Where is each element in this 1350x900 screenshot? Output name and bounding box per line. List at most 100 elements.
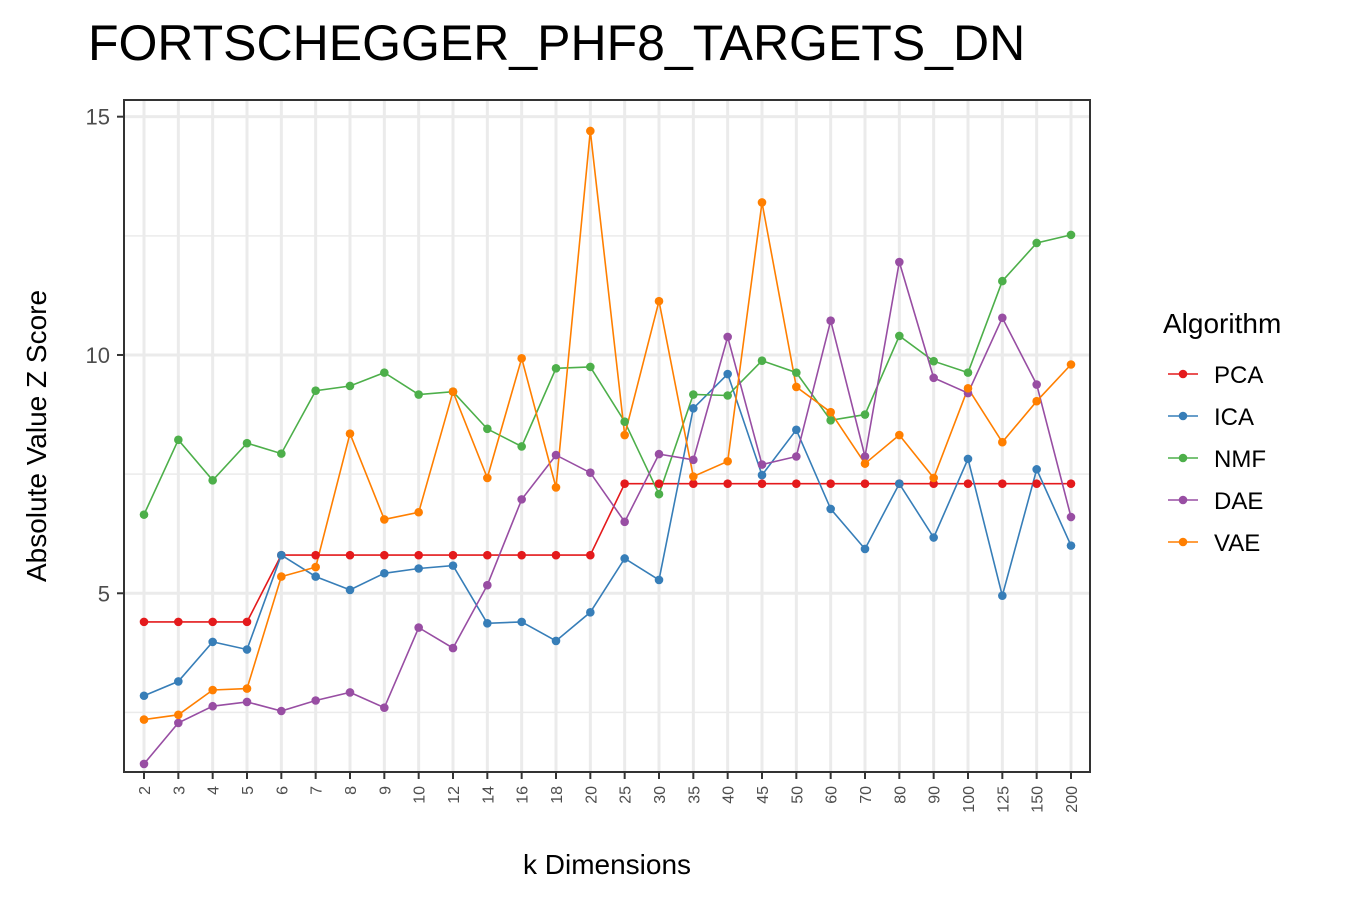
point-nmf <box>860 410 870 419</box>
point-dae <box>860 452 870 461</box>
point-nmf <box>208 476 217 485</box>
point-vae <box>689 472 698 481</box>
point-vae <box>242 684 252 693</box>
point-nmf <box>311 386 320 396</box>
point-pca <box>551 550 561 560</box>
x-tick-label: 16 <box>515 786 532 804</box>
y-axis: 5 10 15 <box>86 105 124 606</box>
point-ica <box>689 404 698 413</box>
series-points <box>139 126 1076 769</box>
chart-title: FORTSCHEGGER_PHF8_TARGETS_DN <box>88 15 1026 71</box>
point-dae <box>929 373 938 383</box>
series-line-pca <box>144 482 1071 623</box>
legend-marker-dae <box>1178 495 1188 505</box>
point-pca <box>448 550 458 560</box>
point-dae <box>998 313 1007 323</box>
point-pca <box>380 550 389 560</box>
x-tick-label: 125 <box>995 786 1012 813</box>
point-ica <box>551 636 561 646</box>
point-dae <box>757 460 767 469</box>
point-vae <box>208 685 217 695</box>
point-pca <box>757 479 767 488</box>
point-pca <box>792 479 801 488</box>
x-tick-label: 50 <box>789 786 806 804</box>
point-nmf <box>826 415 835 425</box>
point-dae <box>654 449 664 459</box>
point-pca <box>860 479 870 488</box>
point-pca <box>963 479 973 488</box>
point-nmf <box>620 417 629 427</box>
point-vae <box>448 387 458 396</box>
point-ica <box>757 470 767 480</box>
point-pca <box>311 550 320 560</box>
point-nmf <box>483 424 492 434</box>
point-vae <box>174 710 183 720</box>
point-dae <box>620 517 629 527</box>
x-tick-label: 8 <box>343 786 360 795</box>
point-ica <box>311 572 320 581</box>
point-pca <box>1066 479 1076 488</box>
point-ica <box>414 564 423 573</box>
point-dae <box>311 696 320 705</box>
x-tick-label: 6 <box>274 786 291 795</box>
point-vae <box>1032 396 1041 406</box>
point-vae <box>895 430 904 440</box>
point-nmf <box>414 390 423 399</box>
point-dae <box>277 706 286 716</box>
x-tick-label: 35 <box>686 786 703 804</box>
point-dae <box>174 718 183 728</box>
x-tick-label: 3 <box>171 786 188 795</box>
point-ica <box>586 608 595 617</box>
point-vae <box>551 483 561 492</box>
point-pca <box>723 479 732 488</box>
point-dae <box>380 703 389 712</box>
point-dae <box>586 468 595 477</box>
point-ica <box>723 369 732 379</box>
point-dae <box>792 452 801 461</box>
point-dae <box>139 759 149 769</box>
point-pca <box>689 479 698 488</box>
point-dae <box>551 450 561 460</box>
x-axis-title: k Dimensions <box>523 849 691 880</box>
point-vae <box>414 507 423 517</box>
point-ica <box>1032 465 1041 474</box>
point-vae <box>723 456 732 466</box>
point-nmf <box>792 368 801 377</box>
point-vae <box>620 430 629 440</box>
x-tick-label: 45 <box>755 786 772 804</box>
point-pca <box>620 479 629 488</box>
point-vae <box>311 562 320 572</box>
series-lines <box>143 130 1072 765</box>
point-ica <box>483 619 492 628</box>
point-dae <box>723 332 732 342</box>
series-line-ica <box>143 372 1072 697</box>
legend-marker-ica <box>1178 411 1188 421</box>
point-pca <box>242 617 252 627</box>
major-gridlines <box>124 100 1090 772</box>
legend-label-ica: ICA <box>1214 404 1254 431</box>
point-pca <box>174 617 183 627</box>
legend-label-dae: DAE <box>1214 488 1263 515</box>
point-vae <box>517 354 526 363</box>
point-ica <box>826 504 835 514</box>
point-nmf <box>757 356 767 365</box>
point-nmf <box>242 438 252 448</box>
point-dae <box>1066 512 1076 522</box>
point-vae <box>586 126 595 136</box>
legend-title: Algorithm <box>1163 308 1281 339</box>
point-ica <box>242 645 252 654</box>
x-tick-label: 30 <box>652 786 669 804</box>
point-pca <box>1032 479 1041 488</box>
x-tick-label: 7 <box>309 786 326 795</box>
point-dae <box>242 697 252 707</box>
point-ica <box>1066 541 1076 550</box>
y-tick-label: 15 <box>86 105 110 130</box>
point-nmf <box>998 276 1007 286</box>
point-nmf <box>654 489 664 499</box>
series-line-vae <box>143 130 1072 721</box>
point-pca <box>517 550 526 560</box>
legend: Algorithm PCA ICA NMF DAE VAE <box>1163 308 1281 557</box>
x-axis: 2 3 4 5 6 7 8 9 10 12 14 16 18 20 25 30 35 40 45 50 60 70 80 90… <box>137 772 1081 813</box>
point-dae <box>208 701 217 711</box>
